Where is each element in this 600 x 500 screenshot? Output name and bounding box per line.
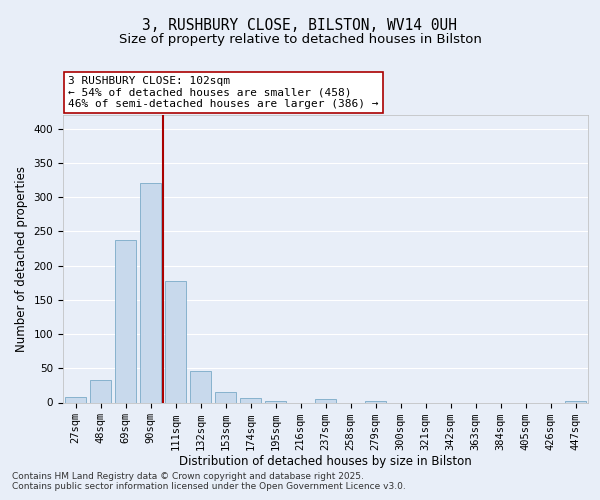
Text: Contains public sector information licensed under the Open Government Licence v3: Contains public sector information licen… xyxy=(12,482,406,491)
Bar xyxy=(315,399,336,402)
Bar xyxy=(265,401,286,402)
X-axis label: Distribution of detached houses by size in Bilston: Distribution of detached houses by size … xyxy=(179,456,472,468)
Bar xyxy=(215,392,236,402)
Text: Contains HM Land Registry data © Crown copyright and database right 2025.: Contains HM Land Registry data © Crown c… xyxy=(12,472,364,481)
Bar xyxy=(190,371,211,402)
Bar xyxy=(240,398,261,402)
Y-axis label: Number of detached properties: Number of detached properties xyxy=(15,166,28,352)
Bar xyxy=(65,397,86,402)
Bar xyxy=(90,380,111,402)
Text: 3 RUSHBURY CLOSE: 102sqm
← 54% of detached houses are smaller (458)
46% of semi-: 3 RUSHBURY CLOSE: 102sqm ← 54% of detach… xyxy=(68,76,379,110)
Bar xyxy=(365,401,386,402)
Bar xyxy=(565,401,586,402)
Text: 3, RUSHBURY CLOSE, BILSTON, WV14 0UH: 3, RUSHBURY CLOSE, BILSTON, WV14 0UH xyxy=(143,18,458,32)
Bar xyxy=(115,240,136,402)
Bar xyxy=(165,280,186,402)
Bar xyxy=(140,184,161,402)
Text: Size of property relative to detached houses in Bilston: Size of property relative to detached ho… xyxy=(119,32,481,46)
